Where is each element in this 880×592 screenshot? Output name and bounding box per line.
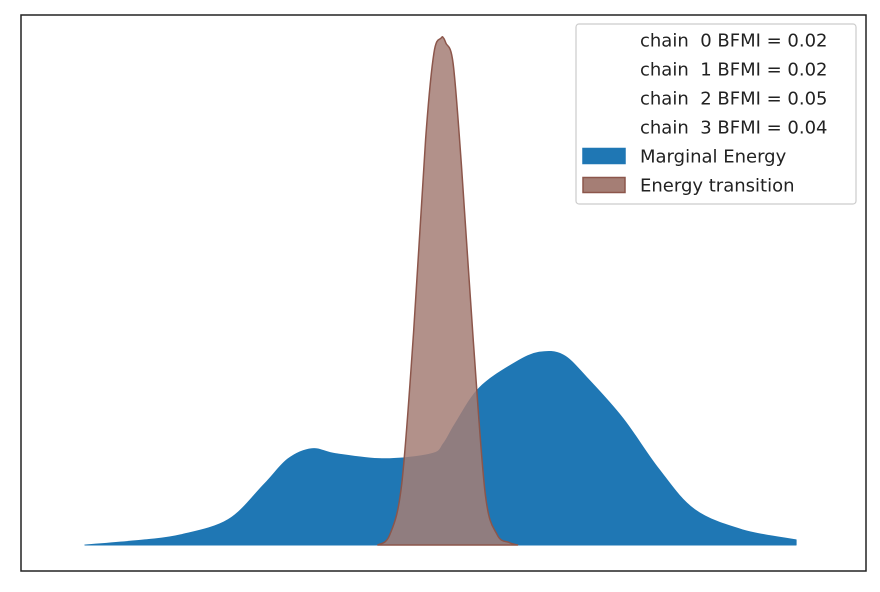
legend-label-1: chain 1 BFMI = 0.02 <box>640 60 828 81</box>
plot-frame <box>20 14 867 572</box>
legend-label-3: chain 3 BFMI = 0.04 <box>640 118 828 139</box>
legend-box <box>575 23 857 205</box>
legend-label-4: Marginal Energy <box>640 147 787 168</box>
legend-label-5: Energy transition <box>640 176 795 197</box>
legend-swatch-4 <box>582 147 626 165</box>
series-area-energy-transition <box>377 35 519 546</box>
legend-swatch-5 <box>582 176 626 194</box>
legend-label-0: chain 0 BFMI = 0.02 <box>640 31 828 52</box>
legend: chain 0 BFMI = 0.02 chain 1 BFMI = 0.02 ch… <box>575 23 857 205</box>
series-layer <box>84 35 797 546</box>
legend-label-2: chain 2 BFMI = 0.05 <box>640 89 828 110</box>
